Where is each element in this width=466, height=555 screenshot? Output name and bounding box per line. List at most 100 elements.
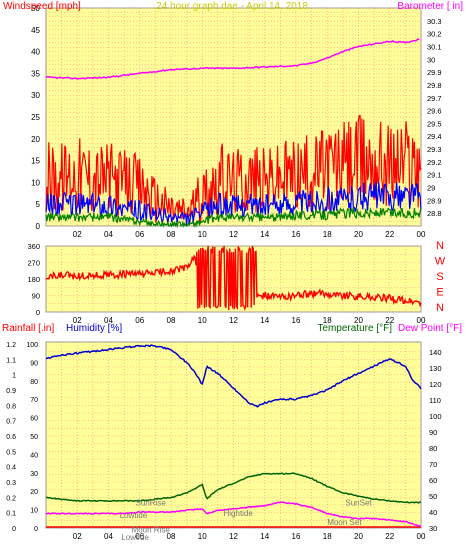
- climate-xtick: 04: [104, 532, 113, 541]
- humidity-ytick: 90: [30, 360, 38, 367]
- climate-xtick: 20: [354, 532, 363, 541]
- compass-label: N: [436, 302, 444, 314]
- series-temperature-line: [45, 472, 422, 504]
- wind-xtick: 14: [260, 230, 269, 239]
- climate-xtick: 08: [167, 532, 176, 541]
- humidity-ytick: 80: [30, 379, 38, 386]
- rainfall-axis-label: Rainfall [.in]: [2, 323, 54, 334]
- direction-xtick: 14: [260, 316, 269, 325]
- wind-min-line: [45, 207, 422, 229]
- direction-xtick: 08: [167, 316, 176, 325]
- dewpoint-axis-label: Dew Point [°F]: [398, 323, 462, 334]
- wind-xtick: 12: [229, 230, 238, 239]
- series-dew-point-line: [45, 501, 422, 528]
- direction-xtick: 22: [385, 316, 394, 325]
- climate-xtick: 00: [417, 532, 426, 541]
- wind-ytick: 15: [31, 157, 40, 166]
- humidity-ytick: 50: [30, 434, 38, 441]
- wind-xtick: 18: [323, 230, 332, 239]
- baro-ytick: 29.6: [427, 107, 442, 116]
- temp-ytick: 100: [429, 412, 442, 421]
- rain-ytick: 1: [12, 373, 16, 380]
- temp-ytick: 40: [429, 508, 437, 517]
- compass-label: S: [436, 271, 443, 283]
- series-humidity-line: [45, 344, 422, 408]
- direction-ytick: 0: [36, 308, 40, 317]
- rain-ytick: 0.7: [6, 419, 16, 426]
- baro-ytick: 29.8: [427, 81, 442, 90]
- wind-ytick: 50: [31, 4, 40, 13]
- baro-ytick: 29.2: [427, 158, 442, 167]
- climate-xtick: 16: [292, 532, 301, 541]
- rain-ytick: 0.1: [6, 511, 16, 518]
- baro-ytick: 28.9: [427, 196, 442, 205]
- event-annotation: Lowtide: [121, 533, 149, 542]
- temp-ytick: 30: [429, 524, 437, 533]
- climate-xtick: 02: [73, 532, 82, 541]
- compass-label: E: [436, 287, 443, 299]
- compass-label: W: [435, 256, 446, 268]
- direction-xtick: 16: [292, 316, 301, 325]
- temp-ytick: 90: [429, 428, 437, 437]
- wind-xtick: 04: [104, 230, 113, 239]
- rain-ytick: 1.1: [6, 357, 16, 364]
- direction-xtick: 00: [417, 316, 426, 325]
- wind-ytick: 10: [31, 178, 40, 187]
- wind-avg-line: [45, 181, 422, 226]
- direction-ytick: 180: [27, 275, 40, 284]
- humidity-ytick: 40: [30, 452, 38, 459]
- baro-ytick: 30: [427, 55, 435, 64]
- wind-xtick: 02: [73, 230, 82, 239]
- direction-ytick: 90: [32, 292, 40, 301]
- wind-axis-label: Windspeed [mph]: [3, 1, 81, 12]
- baro-ytick: 29.3: [427, 145, 442, 154]
- event-annotation: Lowtide: [120, 511, 148, 520]
- temp-ytick: 50: [429, 492, 437, 501]
- climate-xtick: 06: [135, 532, 144, 541]
- barometer-axis-label: Barometer [ in]: [397, 1, 463, 12]
- temp-ytick: 130: [429, 364, 442, 373]
- wind-ytick: 35: [31, 69, 40, 78]
- humidity-ytick: 20: [30, 489, 38, 496]
- direction-xtick: 06: [135, 316, 144, 325]
- climate-xtick: 14: [260, 532, 269, 541]
- wind-ytick: 30: [31, 91, 40, 100]
- rain-ytick: 0.2: [6, 495, 16, 502]
- rain-ytick: 0: [12, 526, 16, 533]
- temp-ytick: 70: [429, 460, 437, 469]
- temp-ytick: 110: [429, 396, 441, 405]
- rain-ytick: 0.5: [6, 449, 16, 456]
- baro-ytick: 30.1: [427, 42, 442, 51]
- event-annotation: Moon Set: [327, 518, 362, 527]
- direction-ytick: 270: [27, 259, 40, 268]
- wind-xtick: 22: [385, 230, 394, 239]
- baro-ytick: 29.4: [427, 132, 442, 141]
- humidity-ytick: 100: [26, 342, 38, 349]
- temp-ytick: 80: [429, 444, 437, 453]
- temperature-axis-label: Temperature [°F]: [317, 323, 392, 334]
- wind-xtick: 20: [354, 230, 363, 239]
- wind-ytick: 45: [31, 26, 40, 35]
- baro-ytick: 30.2: [427, 30, 442, 39]
- wind-ytick: 5: [36, 200, 41, 209]
- event-annotation: SunRise: [136, 499, 167, 508]
- direction-xtick: 20: [354, 316, 363, 325]
- wind-xtick: 00: [417, 230, 426, 239]
- climate-xtick: 22: [385, 532, 394, 541]
- climate-xtick: 12: [229, 532, 238, 541]
- compass-label: N: [436, 240, 444, 252]
- temp-ytick: 60: [429, 476, 437, 485]
- rain-ytick: 1.2: [6, 342, 16, 349]
- direction-xtick: 18: [323, 316, 332, 325]
- baro-ytick: 28.8: [427, 209, 442, 218]
- temp-ytick: 140: [429, 348, 442, 357]
- wind-xtick: 06: [135, 230, 144, 239]
- event-annotation: SunSet: [345, 499, 372, 508]
- direction-xtick: 12: [229, 316, 238, 325]
- wind-ytick: 40: [31, 48, 40, 57]
- baro-ytick: 29.7: [427, 94, 442, 103]
- wind-xtick: 10: [198, 230, 207, 239]
- rain-ytick: 0.6: [6, 434, 16, 441]
- wind-xtick: 16: [292, 230, 301, 239]
- wind-ytick: 20: [31, 135, 40, 144]
